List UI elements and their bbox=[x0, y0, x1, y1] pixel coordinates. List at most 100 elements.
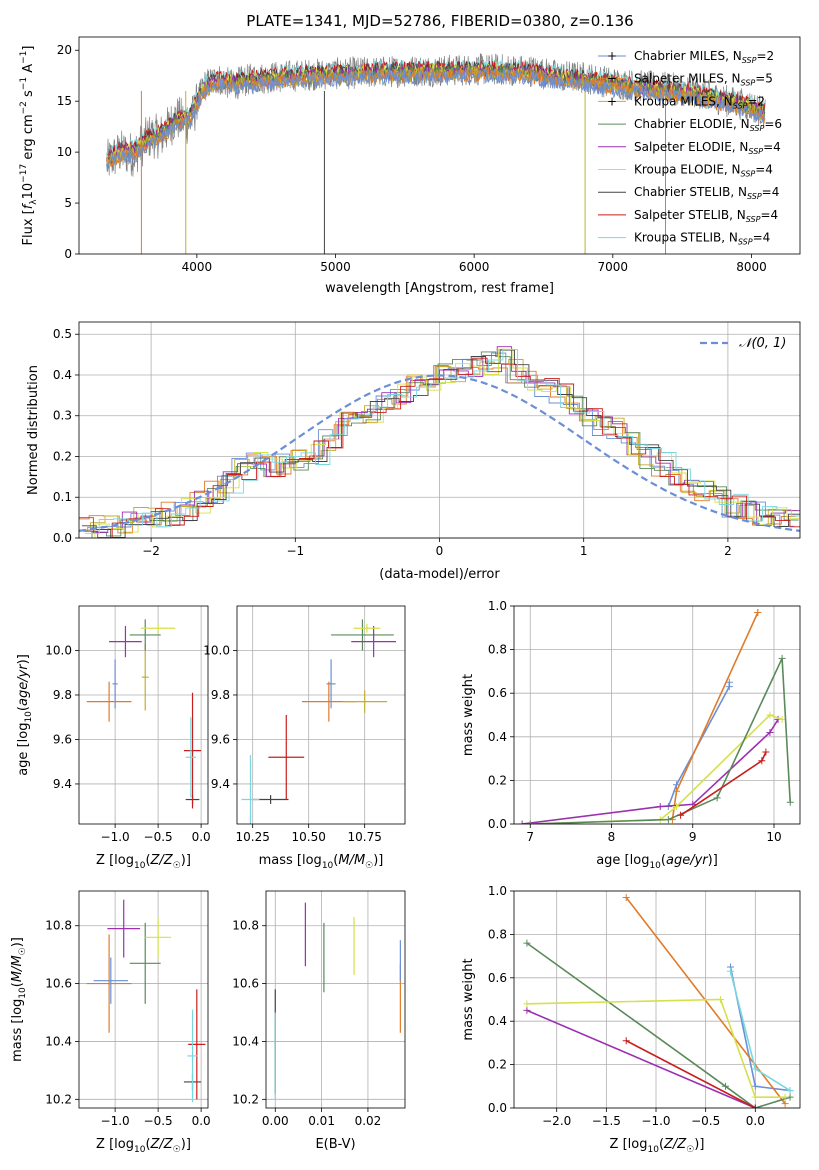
age_vs_Z-panel: −1.0 −0.5 0.0 9.4 9.6 9.8 10.0 Z [log10(Z/Z☉)] a… bbox=[16, 605, 211, 871]
model-spectrum-line bbox=[106, 68, 766, 172]
x-axis-label: E(B-V) bbox=[315, 1137, 355, 1152]
weight-marker bbox=[673, 787, 680, 795]
x-tick-label: −1.0 bbox=[101, 1114, 130, 1128]
legend-marker: + bbox=[607, 94, 617, 108]
weight-marker bbox=[523, 1006, 531, 1014]
weight-line bbox=[522, 718, 779, 824]
x-tick-label: 2 bbox=[724, 544, 732, 558]
legend-marker: + bbox=[607, 72, 617, 86]
weight-marker bbox=[778, 654, 786, 662]
y-tick-label: 9.6 bbox=[211, 732, 230, 746]
x-tick-label: 7 bbox=[526, 830, 534, 844]
x-tick-label: −2 bbox=[142, 544, 160, 558]
weight-marker bbox=[781, 1093, 789, 1101]
y-tick-label: 10.6 bbox=[232, 977, 259, 991]
x-tick-label: −0.5 bbox=[144, 830, 173, 844]
weight-marker bbox=[766, 711, 774, 719]
x-tick-label: −0.5 bbox=[144, 1114, 173, 1128]
x-axis-label: Z [log10(Z/Z☉)] bbox=[96, 853, 191, 871]
x-tick-label: 10 bbox=[766, 830, 781, 844]
axes-frame bbox=[265, 890, 406, 1109]
y-tick-label: 0.0 bbox=[53, 531, 72, 545]
y-tick-label: 10.8 bbox=[45, 919, 72, 933]
age_vs_mass-panel: 10.25 10.50 10.75 9.4 9.6 9.8 10.0 mass [log10(… bbox=[203, 605, 406, 871]
x-axis-label: (data-model)/error bbox=[379, 567, 500, 582]
y-tick-label: 9.8 bbox=[53, 688, 72, 702]
residual-histogram bbox=[79, 365, 796, 534]
legend-label: Chabrier STELIB, NSSP=4 bbox=[634, 185, 779, 201]
weight-marker bbox=[622, 1037, 630, 1045]
x-tick-label: 4000 bbox=[182, 260, 213, 274]
residual-histogram bbox=[79, 351, 799, 538]
y-tick-label: 0.8 bbox=[488, 643, 507, 657]
x-tick-label: 9 bbox=[689, 830, 697, 844]
x-tick-label: 8 bbox=[608, 830, 616, 844]
y-tick-label: 9.4 bbox=[53, 777, 72, 791]
figure-title: PLATE=1341, MJD=52786, FIBERID=0380, z=0… bbox=[246, 12, 634, 30]
x-tick-label: 0.00 bbox=[262, 1114, 289, 1128]
residual-histogram bbox=[80, 348, 800, 538]
y-tick-label: 0.4 bbox=[53, 368, 72, 382]
legend-label: Chabrier ELODIE, NSSP=6 bbox=[634, 117, 782, 133]
weight_vs_Z-panel: −2.0 −1.5 −1.0 −0.5 0.0 0.0 0.2 0.4 0.6 0.8 1.0 Z [… bbox=[461, 884, 801, 1155]
residual-histogram bbox=[81, 349, 800, 538]
x-tick-label: 0 bbox=[436, 544, 444, 558]
x-tick-label: −1.0 bbox=[101, 830, 130, 844]
x-tick-label: −2.0 bbox=[542, 1114, 571, 1128]
weight-marker bbox=[766, 728, 774, 736]
y-tick-label: 20 bbox=[57, 43, 72, 57]
y-tick-label: 10.6 bbox=[45, 977, 72, 991]
weight-marker bbox=[758, 757, 766, 765]
x-tick-label: −1.5 bbox=[592, 1114, 621, 1128]
residual-histogram bbox=[79, 346, 800, 534]
mass_vs_Z-plot-area bbox=[86, 899, 206, 1103]
legend-label: Chabrier MILES, NSSP=2 bbox=[634, 49, 774, 65]
mass_vs_EBV-plot-area bbox=[274, 902, 401, 1100]
y-axis-label: mass weight bbox=[461, 958, 476, 1040]
weight-marker bbox=[656, 803, 664, 811]
y-tick-label: 0.0 bbox=[488, 817, 507, 831]
legend-label: Kroupa ELODIE, NSSP=4 bbox=[634, 163, 773, 179]
axes-frame bbox=[78, 321, 801, 539]
weight-line bbox=[530, 657, 791, 824]
y-tick-label: 0.6 bbox=[488, 971, 507, 985]
y-axis-label: mass weight bbox=[461, 674, 476, 756]
normal-curve bbox=[79, 374, 800, 532]
weight-line bbox=[625, 1039, 756, 1108]
x-tick-label: 0.01 bbox=[308, 1114, 335, 1128]
y-axis-label: mass [log10(M/M☉)] bbox=[10, 937, 28, 1062]
x-tick-label: 0.0 bbox=[192, 1114, 211, 1128]
weight-marker bbox=[751, 1082, 759, 1090]
weight-marker bbox=[717, 996, 725, 1003]
y-tick-label: 10.2 bbox=[232, 1092, 259, 1106]
y-tick-label: 1.0 bbox=[488, 599, 507, 613]
y-tick-label: 0.0 bbox=[488, 1101, 507, 1115]
x-tick-label: 6000 bbox=[459, 260, 490, 274]
weight-marker bbox=[751, 1093, 759, 1101]
y-tick-label: 9.8 bbox=[211, 688, 230, 702]
weight-marker bbox=[713, 794, 721, 802]
x-tick-label: −1.0 bbox=[641, 1114, 670, 1128]
y-tick-label: 10.8 bbox=[232, 919, 259, 933]
axes-frame bbox=[78, 605, 209, 825]
weight-marker bbox=[622, 894, 630, 902]
age_vs_Z-plot-area bbox=[86, 619, 202, 809]
residual-histogram bbox=[83, 357, 800, 538]
weight-marker bbox=[673, 803, 680, 811]
legend-label: Kroupa STELIB, NSSP=4 bbox=[634, 231, 770, 247]
y-tick-label: 0.5 bbox=[53, 327, 72, 341]
spectrum-plot-area bbox=[106, 53, 766, 254]
weight-marker bbox=[523, 1000, 531, 1008]
weight-marker bbox=[722, 1082, 730, 1090]
weight-line bbox=[526, 998, 786, 1098]
weight-marker bbox=[762, 748, 770, 756]
axes-frame bbox=[78, 36, 801, 255]
y-tick-label: 5 bbox=[64, 196, 72, 210]
y-tick-label: 0.2 bbox=[488, 773, 507, 787]
weight-marker bbox=[526, 820, 534, 824]
y-tick-label: 0.4 bbox=[488, 730, 507, 744]
axes-frame bbox=[236, 605, 406, 825]
y-tick-label: 10 bbox=[57, 145, 72, 159]
residual-histogram bbox=[84, 349, 800, 534]
